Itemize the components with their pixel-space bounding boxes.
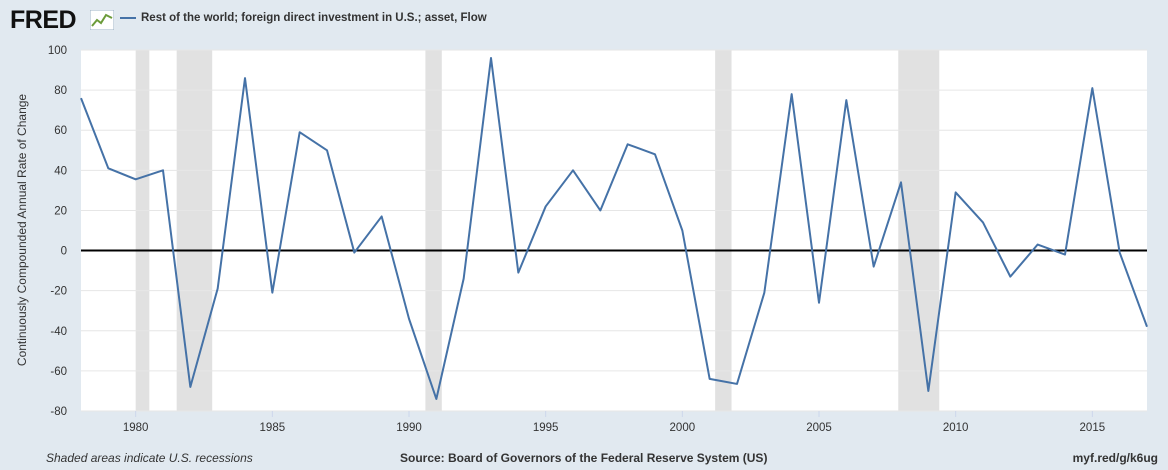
plot-area	[81, 50, 1147, 411]
recession-shading	[135, 50, 940, 411]
legend-line-swatch	[120, 16, 136, 19]
y-tick-label: 100	[48, 45, 67, 57]
legend-series-label: Rest of the world; foreign direct invest…	[141, 12, 487, 24]
y-tick-label: -80	[50, 406, 67, 418]
x-axis-ticks: 1980 1985 1990 1995 2000 2005 2010 2015	[123, 411, 1105, 434]
y-tick-label: 0	[61, 246, 67, 258]
recession-band	[425, 50, 442, 411]
recession-band	[176, 50, 213, 411]
short-url-link[interactable]: myf.red/g/k6ug	[1072, 451, 1158, 465]
y-axis-ticks: 100 80 60 40 20 0 -20 -40 -60 -80	[48, 45, 67, 418]
y-tick-label: -20	[50, 286, 67, 298]
recession-band	[135, 50, 150, 411]
x-tick-label: 1995	[533, 422, 559, 434]
series-line[interactable]	[80, 57, 1148, 400]
chart-legend: Rest of the world; foreign direct invest…	[120, 12, 487, 24]
y-tick-label: 40	[54, 165, 67, 177]
y-tick-label: 20	[54, 205, 67, 217]
gridlines	[81, 49, 1147, 412]
recession-band	[715, 50, 732, 411]
recession-note: Shaded areas indicate U.S. recessions	[46, 451, 253, 465]
y-axis-label: Continuously Compounded Annual Rate of C…	[15, 94, 29, 367]
x-tick-label: 2000	[670, 422, 696, 434]
y-tick-label: -40	[50, 326, 67, 338]
x-tick-label: 2005	[806, 422, 832, 434]
x-tick-label: 1980	[123, 422, 149, 434]
y-tick-label: 60	[54, 125, 67, 137]
x-tick-label: 1990	[396, 422, 422, 434]
y-tick-label: 80	[54, 85, 67, 97]
recession-band	[898, 50, 940, 411]
fred-chart-icon	[90, 10, 114, 30]
x-tick-label: 1985	[260, 422, 286, 434]
fred-logo[interactable]: FRED	[10, 6, 77, 34]
source-note: Source: Board of Governors of the Federa…	[400, 451, 768, 465]
x-tick-label: 2015	[1080, 422, 1106, 434]
x-tick-label: 2010	[943, 422, 969, 434]
y-tick-label: -60	[50, 366, 67, 378]
